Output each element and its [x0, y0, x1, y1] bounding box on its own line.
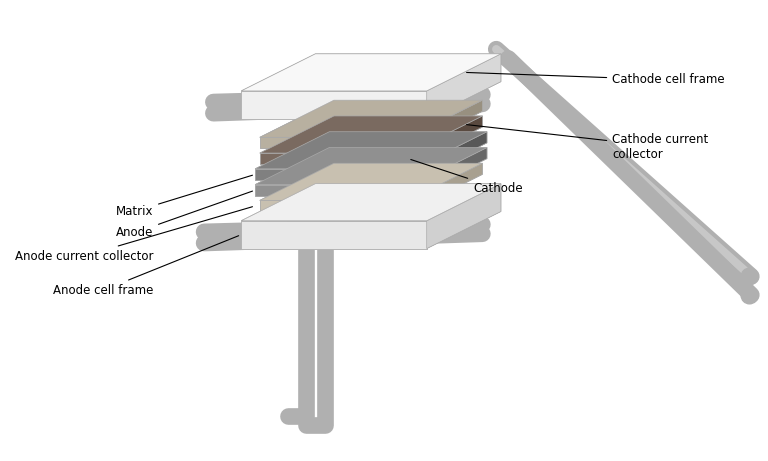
Polygon shape — [260, 100, 482, 137]
Text: Cathode cell frame: Cathode cell frame — [467, 72, 725, 86]
Text: Cathode: Cathode — [411, 160, 523, 195]
Polygon shape — [255, 169, 412, 180]
Polygon shape — [260, 116, 482, 153]
Polygon shape — [255, 132, 487, 169]
Polygon shape — [260, 163, 482, 201]
Polygon shape — [241, 54, 501, 91]
Polygon shape — [255, 184, 412, 196]
Polygon shape — [408, 100, 482, 148]
Polygon shape — [255, 148, 487, 184]
Polygon shape — [427, 183, 501, 248]
Polygon shape — [427, 183, 501, 248]
Polygon shape — [255, 169, 412, 180]
Polygon shape — [408, 100, 482, 148]
Polygon shape — [241, 221, 427, 248]
Polygon shape — [260, 153, 408, 164]
Text: Anode current collector: Anode current collector — [15, 207, 253, 262]
Polygon shape — [408, 116, 482, 164]
Polygon shape — [255, 184, 412, 196]
Polygon shape — [427, 54, 501, 119]
Polygon shape — [408, 163, 482, 212]
Polygon shape — [260, 201, 408, 212]
Polygon shape — [241, 54, 501, 91]
Polygon shape — [255, 148, 487, 184]
Polygon shape — [241, 183, 501, 221]
Polygon shape — [241, 221, 427, 248]
Polygon shape — [260, 137, 408, 148]
Text: Cathode current
collector: Cathode current collector — [467, 124, 708, 160]
Text: Anode: Anode — [116, 191, 253, 239]
Polygon shape — [412, 148, 487, 196]
Polygon shape — [260, 163, 482, 201]
Polygon shape — [260, 137, 408, 148]
Text: Anode cell frame: Anode cell frame — [53, 236, 239, 297]
Polygon shape — [408, 163, 482, 212]
Polygon shape — [260, 201, 408, 212]
Polygon shape — [241, 91, 427, 119]
Polygon shape — [260, 100, 482, 137]
Polygon shape — [412, 148, 487, 196]
Polygon shape — [241, 91, 427, 119]
Text: Matrix: Matrix — [116, 175, 253, 218]
Polygon shape — [260, 116, 482, 153]
Polygon shape — [412, 132, 487, 180]
Polygon shape — [255, 132, 487, 169]
Polygon shape — [241, 183, 501, 221]
Polygon shape — [427, 54, 501, 119]
Polygon shape — [260, 153, 408, 164]
Polygon shape — [412, 132, 487, 180]
Polygon shape — [408, 116, 482, 164]
